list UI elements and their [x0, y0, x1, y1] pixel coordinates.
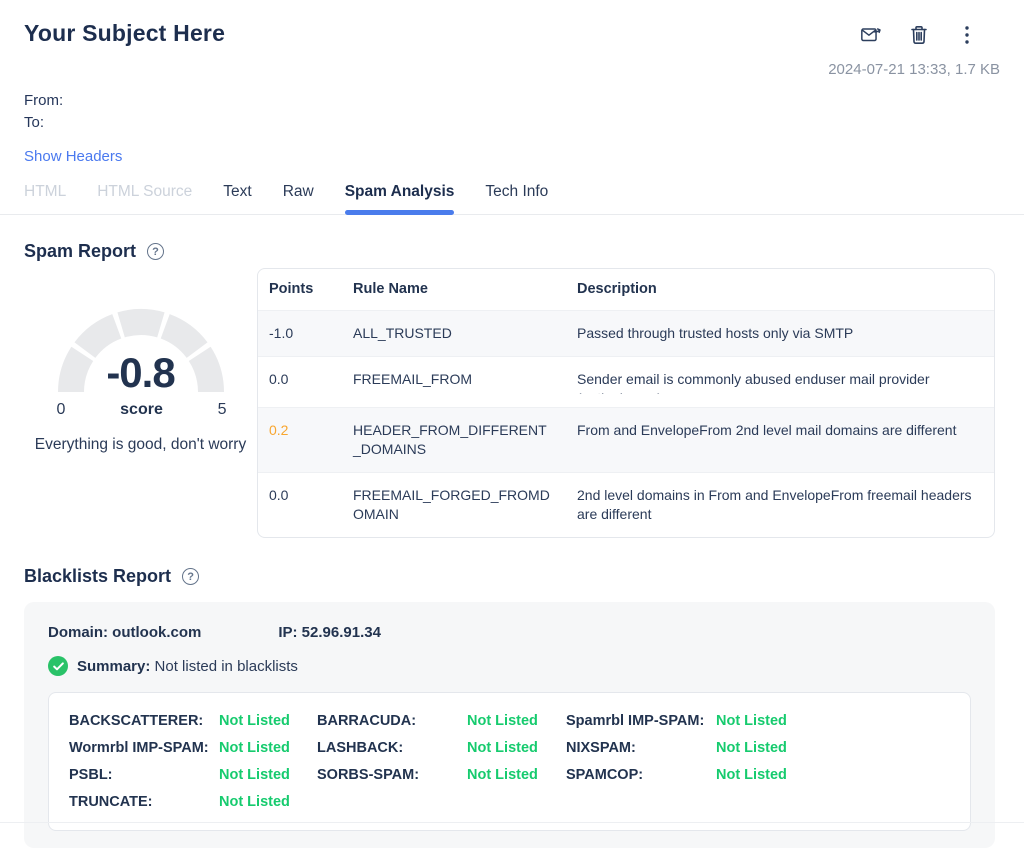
- column-header-points: Points: [258, 269, 341, 310]
- spam-report-title: Spam Report: [24, 241, 136, 262]
- summary-text: Summary: Not listed in blacklists: [77, 658, 298, 675]
- spam-score-value: -0.8: [41, 349, 241, 397]
- rule-description: 2nd level domains in From and EnvelopeFr…: [565, 473, 994, 537]
- status-badge: Not Listed: [467, 708, 538, 735]
- domain-value: Domain: outlook.com: [48, 624, 201, 641]
- summary-label: Summary:: [77, 658, 150, 675]
- blacklist-entry: SPAMCOP:Not Listed: [566, 762, 950, 789]
- column-header-rule-name: Rule Name: [341, 269, 565, 310]
- tab-html-source[interactable]: HTML Source: [97, 183, 192, 214]
- header-actions: [860, 24, 978, 46]
- blacklist-entry: BACKSCATTERER:Not Listed: [69, 708, 317, 735]
- status-badge: Not Listed: [716, 735, 787, 762]
- status-badge: Not Listed: [716, 708, 787, 735]
- blacklists-report-section: Blacklists Report ? Domain: outlook.com …: [0, 538, 1024, 848]
- rule-description: Sender email is commonly abused enduser …: [565, 357, 994, 407]
- message-timestamp: 2024-07-21 13:33, 1.7 KB: [828, 61, 1000, 78]
- blacklist-entry: LASHBACK:Not Listed: [317, 735, 566, 762]
- rule-points: 0.0: [258, 473, 341, 537]
- from-to-block: From: To:: [24, 90, 1000, 134]
- check-icon: [48, 656, 68, 676]
- gauge-min-label: 0: [57, 401, 66, 419]
- spam-score-gauge: -0.8 0 score 5 Everything is good, don't…: [24, 268, 257, 538]
- spam-report-help-icon[interactable]: ?: [147, 243, 164, 260]
- tab-text[interactable]: Text: [223, 183, 251, 214]
- status-badge: Not Listed: [219, 735, 290, 762]
- blacklist-entry: SORBS-SPAM:Not Listed: [317, 762, 566, 789]
- table-row: -1.0 ALL_TRUSTED Passed through trusted …: [258, 310, 994, 356]
- active-tab-underline: [345, 210, 455, 215]
- status-badge: Not Listed: [219, 708, 290, 735]
- forward-email-icon[interactable]: [860, 24, 882, 46]
- tab-spam-analysis[interactable]: Spam Analysis: [345, 183, 455, 214]
- clipped-description-line: (outlook.com): [577, 389, 980, 394]
- message-header: Your Subject Here: [0, 0, 1024, 166]
- blacklist-entry: BARRACUDA:Not Listed: [317, 708, 566, 735]
- blacklist-entry: TRUNCATE:Not Listed: [69, 789, 317, 816]
- page-title: Your Subject Here: [24, 20, 225, 47]
- rule-points: 0.2: [258, 408, 341, 472]
- status-badge: Not Listed: [716, 762, 787, 789]
- bottom-divider: [0, 822, 1024, 823]
- table-header-row: Points Rule Name Description: [258, 269, 994, 310]
- to-label: To:: [24, 112, 1000, 134]
- column-header-description: Description: [565, 269, 994, 310]
- tab-tech-info[interactable]: Tech Info: [485, 183, 548, 214]
- blacklists-grid-panel: BACKSCATTERER:Not Listed BARRACUDA:Not L…: [48, 692, 971, 831]
- rule-name: FREEMAIL_FROM: [341, 357, 565, 407]
- gauge-score-label: score: [120, 401, 163, 419]
- rule-description: From and EnvelopeFrom 2nd level mail dom…: [565, 408, 994, 472]
- blacklist-entry: Wormrbl IMP-SPAM:Not Listed: [69, 735, 317, 762]
- spam-report-section: Spam Report ? -0.8 0 score: [0, 215, 1024, 538]
- show-headers-link[interactable]: Show Headers: [24, 148, 122, 165]
- delete-icon[interactable]: [908, 24, 930, 46]
- tab-html[interactable]: HTML: [24, 183, 66, 214]
- blacklist-entry: PSBL:Not Listed: [69, 762, 317, 789]
- table-row: 0.0 FREEMAIL_FROM Sender email is common…: [258, 356, 994, 407]
- rule-points: -1.0: [258, 311, 341, 356]
- status-badge: Not Listed: [219, 762, 290, 789]
- from-label: From:: [24, 90, 1000, 112]
- gauge-max-label: 5: [218, 401, 227, 419]
- table-row: 0.0 FREEMAIL_FORGED_FROMDOMAIN 2nd level…: [258, 472, 994, 537]
- tab-raw[interactable]: Raw: [283, 183, 314, 214]
- rule-description: Passed through trusted hosts only via SM…: [565, 311, 994, 356]
- ip-value: IP: 52.96.91.34: [278, 624, 381, 641]
- rule-name: FREEMAIL_FORGED_FROMDOMAIN: [341, 473, 565, 537]
- rule-name: ALL_TRUSTED: [341, 311, 565, 356]
- status-badge: Not Listed: [219, 789, 290, 816]
- status-badge: Not Listed: [467, 762, 538, 789]
- blacklists-report-title: Blacklists Report: [24, 566, 171, 587]
- spam-score-message: Everything is good, don't worry: [24, 434, 257, 455]
- message-tabs: HTML HTML Source Text Raw Spam Analysis …: [0, 183, 1024, 215]
- rule-name: HEADER_FROM_DIFFERENT_DOMAINS: [341, 408, 565, 472]
- blacklists-panel: Domain: outlook.com IP: 52.96.91.34 Summ…: [24, 602, 995, 848]
- blacklist-entry: Spamrbl IMP-SPAM:Not Listed: [566, 708, 950, 735]
- spam-rules-table: Points Rule Name Description -1.0 ALL_TR…: [257, 268, 995, 538]
- status-badge: Not Listed: [467, 735, 538, 762]
- blacklists-report-help-icon[interactable]: ?: [182, 568, 199, 585]
- more-options-icon[interactable]: [956, 24, 978, 46]
- blacklist-entry: NIXSPAM:Not Listed: [566, 735, 950, 762]
- table-row: 0.2 HEADER_FROM_DIFFERENT_DOMAINS From a…: [258, 407, 994, 472]
- rule-points: 0.0: [258, 357, 341, 407]
